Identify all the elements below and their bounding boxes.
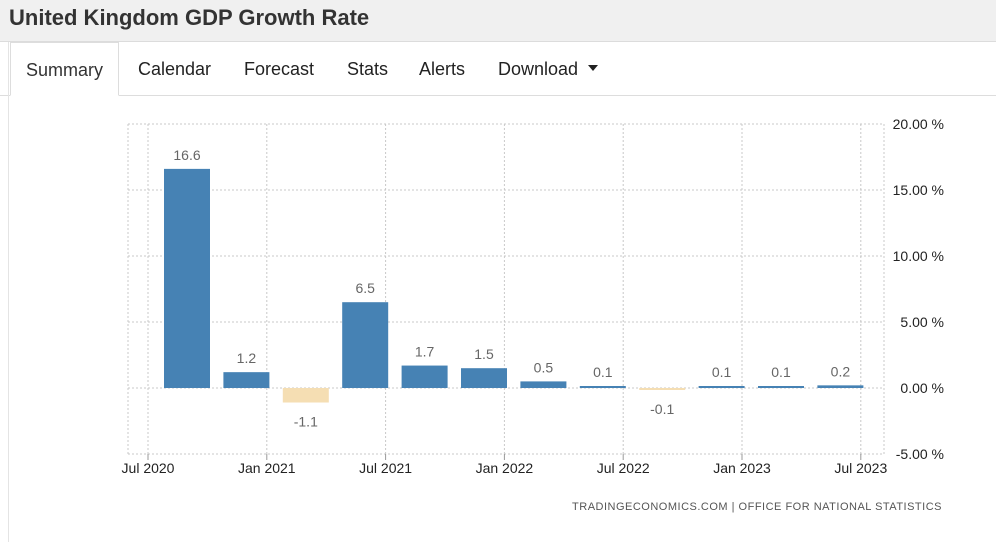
bar-q4-2022[interactable] [698, 386, 745, 388]
tab-download-label: Download [498, 59, 579, 79]
bar-q3-2020[interactable] [164, 168, 210, 388]
bar-value-label: 1.7 [415, 344, 435, 360]
chart-value-labels: 16.6 1.2 -1.1 6.5 1.7 1.5 0.5 0.1 -0.1 0.1 0.1 0.2 [173, 147, 850, 430]
tab-alerts[interactable]: Alerts [419, 59, 466, 79]
bar-value-label: -1.1 [294, 414, 318, 430]
left-rule [8, 42, 9, 542]
bar-value-label: -0.1 [650, 401, 674, 417]
bar-q1-2021[interactable] [282, 388, 329, 403]
bar-value-label: 0.5 [534, 359, 554, 375]
tab-forecast[interactable]: Forecast [244, 59, 315, 79]
bar-value-label: 6.5 [355, 280, 375, 296]
y-tick-label: 0.00 % [900, 380, 944, 396]
bar-q4-2021[interactable] [461, 368, 507, 388]
bar-value-label: 0.1 [712, 364, 732, 380]
tab-stats[interactable]: Stats [347, 59, 389, 79]
y-tick-label: 10.00 % [893, 248, 944, 264]
bar-value-label: 0.1 [771, 364, 791, 380]
bar-q1-2023[interactable] [758, 386, 804, 388]
y-tick-label: -5.00 % [896, 446, 944, 462]
chart-source: TRADINGECONOMICS.COM | OFFICE FOR NATION… [572, 501, 942, 513]
bar-value-label: 1.5 [474, 346, 494, 362]
chart-gridlines [127, 123, 885, 460]
chart-bars [164, 168, 864, 403]
caret-down-icon [588, 65, 599, 72]
tab-summary[interactable]: Summary [10, 42, 119, 96]
page-title: United Kingdom GDP Growth Rate [9, 5, 370, 30]
bar-q2-2023[interactable] [817, 385, 864, 388]
x-tick-label: Jul 2022 [597, 460, 650, 476]
tab-strip: Summary Calendar Forecast Stats Alerts D… [0, 42, 996, 96]
bar-value-label: 16.6 [173, 147, 200, 163]
x-tick-label: Jul 2020 [122, 460, 175, 476]
x-tick-label: Jan 2023 [713, 460, 771, 476]
bar-q2-2022[interactable] [579, 386, 626, 388]
chart-x-axis: Jul 2020 Jan 2021 Jul 2021 Jan 2022 Jul 2022… [122, 460, 888, 476]
y-tick-label: 5.00 % [900, 314, 944, 330]
bar-q3-2022[interactable] [639, 388, 686, 390]
bar-value-label: 0.1 [593, 364, 613, 380]
x-tick-label: Jul 2023 [834, 460, 887, 476]
bar-value-label: 1.2 [237, 350, 257, 366]
bar-value-label: 0.2 [831, 363, 851, 379]
bar-q2-2021[interactable] [342, 302, 389, 388]
bar-q3-2021[interactable] [401, 365, 448, 388]
x-tick-label: Jan 2022 [476, 460, 534, 476]
tab-calendar[interactable]: Calendar [138, 59, 212, 79]
x-tick-label: Jul 2021 [359, 460, 412, 476]
y-tick-label: 20.00 % [893, 116, 944, 132]
tab-download[interactable]: Download [498, 42, 599, 96]
bar-q4-2020[interactable] [223, 372, 270, 388]
x-tick-label: Jan 2021 [238, 460, 296, 476]
bar-q1-2022[interactable] [520, 381, 567, 388]
gdp-growth-chart: 16.61.2-1.16.51.7 1.50.5 0.1-0.10.1 0.1 0.2 … [122, 116, 944, 513]
title-bar: United Kingdom GDP Growth Rate [0, 0, 996, 42]
chart-y-axis: 20.00 % 15.00 % 10.00 % 5.00 % 0.00 % -5.00 % [893, 116, 944, 462]
y-tick-label: 15.00 % [893, 182, 944, 198]
